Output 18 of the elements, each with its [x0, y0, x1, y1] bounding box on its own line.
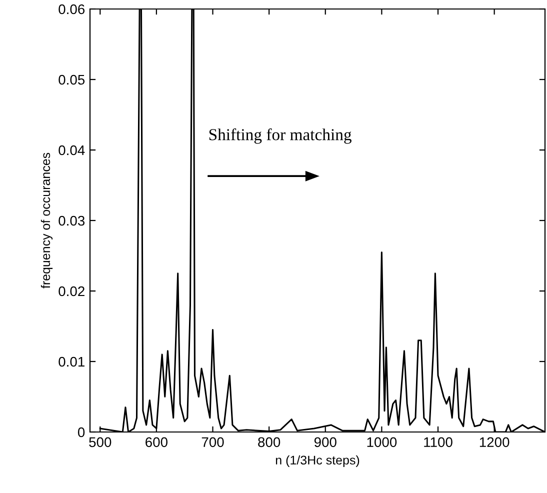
y-tick-label: 0.03 [58, 216, 85, 226]
x-tick-label: 700 [202, 437, 224, 448]
x-tick-label: 900 [314, 437, 336, 448]
y-tick-label: 0.02 [58, 286, 84, 296]
x-tick-label: 1200 [480, 437, 510, 448]
x-tick-label: 1100 [424, 437, 452, 448]
y-tick-label: 0.04 [58, 145, 85, 156]
x-tick-label: 600 [146, 437, 168, 448]
annotation: Shifting for matching [209, 128, 352, 144]
x-axis-title: n (1/3Hc steps) [276, 455, 360, 468]
y-tick-label: 0 [78, 427, 85, 438]
x-tick-label: 500 [89, 437, 112, 448]
y-tick-label: 0.01 [58, 356, 84, 367]
y-tick-label: 0.06 [58, 4, 85, 14]
y-axis-title: frequency of occurances [40, 152, 53, 288]
x-tick-label: 800 [258, 437, 280, 448]
y-tick-label: 0.05 [58, 74, 85, 85]
x-tick-label: 1000 [367, 437, 397, 448]
